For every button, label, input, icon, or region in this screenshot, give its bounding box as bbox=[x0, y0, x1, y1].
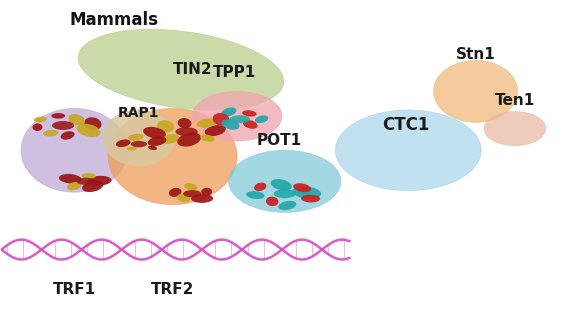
Ellipse shape bbox=[184, 183, 197, 191]
Ellipse shape bbox=[77, 124, 100, 137]
Ellipse shape bbox=[266, 197, 279, 206]
Ellipse shape bbox=[157, 120, 174, 133]
Ellipse shape bbox=[183, 190, 201, 198]
Ellipse shape bbox=[278, 201, 297, 210]
Ellipse shape bbox=[434, 60, 518, 122]
Ellipse shape bbox=[34, 116, 47, 122]
Ellipse shape bbox=[221, 119, 239, 130]
Ellipse shape bbox=[255, 115, 268, 123]
Ellipse shape bbox=[59, 174, 82, 184]
Ellipse shape bbox=[82, 173, 96, 179]
Ellipse shape bbox=[161, 134, 179, 144]
Ellipse shape bbox=[33, 123, 42, 131]
Text: TIN2: TIN2 bbox=[173, 62, 212, 77]
Ellipse shape bbox=[293, 186, 321, 199]
Text: TRF1: TRF1 bbox=[53, 282, 96, 297]
Ellipse shape bbox=[148, 136, 166, 146]
Ellipse shape bbox=[213, 113, 230, 126]
Ellipse shape bbox=[51, 113, 65, 119]
Text: CTC1: CTC1 bbox=[382, 116, 429, 135]
Ellipse shape bbox=[52, 121, 74, 130]
Ellipse shape bbox=[192, 91, 282, 141]
Ellipse shape bbox=[301, 195, 320, 203]
Ellipse shape bbox=[293, 183, 311, 192]
Ellipse shape bbox=[177, 194, 190, 202]
Ellipse shape bbox=[230, 115, 250, 123]
Ellipse shape bbox=[336, 110, 481, 191]
Ellipse shape bbox=[143, 127, 166, 139]
Text: Stn1: Stn1 bbox=[456, 47, 496, 62]
Ellipse shape bbox=[21, 108, 127, 192]
Text: TPP1: TPP1 bbox=[213, 65, 256, 80]
Ellipse shape bbox=[242, 110, 257, 116]
Ellipse shape bbox=[243, 120, 258, 129]
Ellipse shape bbox=[77, 178, 95, 185]
Text: Mammals: Mammals bbox=[69, 11, 158, 29]
Ellipse shape bbox=[274, 189, 296, 198]
Ellipse shape bbox=[175, 127, 198, 136]
Ellipse shape bbox=[191, 194, 213, 203]
Ellipse shape bbox=[246, 191, 265, 199]
Ellipse shape bbox=[116, 139, 131, 147]
Ellipse shape bbox=[178, 118, 192, 128]
Ellipse shape bbox=[82, 181, 103, 192]
Ellipse shape bbox=[201, 188, 212, 196]
Ellipse shape bbox=[67, 182, 81, 190]
Ellipse shape bbox=[68, 114, 85, 125]
Ellipse shape bbox=[177, 133, 201, 146]
Ellipse shape bbox=[43, 130, 59, 136]
Ellipse shape bbox=[108, 108, 237, 205]
Ellipse shape bbox=[254, 182, 266, 191]
Ellipse shape bbox=[271, 179, 292, 190]
Ellipse shape bbox=[197, 119, 216, 128]
Text: Ten1: Ten1 bbox=[495, 93, 535, 108]
Ellipse shape bbox=[87, 176, 112, 186]
Text: POT1: POT1 bbox=[257, 133, 302, 148]
Ellipse shape bbox=[200, 135, 214, 142]
Ellipse shape bbox=[228, 150, 341, 212]
Ellipse shape bbox=[131, 141, 147, 147]
Text: TRF2: TRF2 bbox=[151, 282, 194, 297]
Ellipse shape bbox=[60, 131, 74, 140]
Ellipse shape bbox=[222, 107, 236, 116]
Text: RAP1: RAP1 bbox=[118, 106, 160, 120]
Ellipse shape bbox=[78, 29, 284, 110]
Ellipse shape bbox=[484, 111, 546, 146]
Ellipse shape bbox=[103, 110, 175, 166]
Ellipse shape bbox=[84, 117, 102, 130]
Ellipse shape bbox=[148, 146, 157, 150]
Ellipse shape bbox=[127, 146, 137, 151]
Ellipse shape bbox=[205, 125, 226, 136]
Ellipse shape bbox=[128, 134, 144, 141]
Ellipse shape bbox=[169, 188, 182, 197]
